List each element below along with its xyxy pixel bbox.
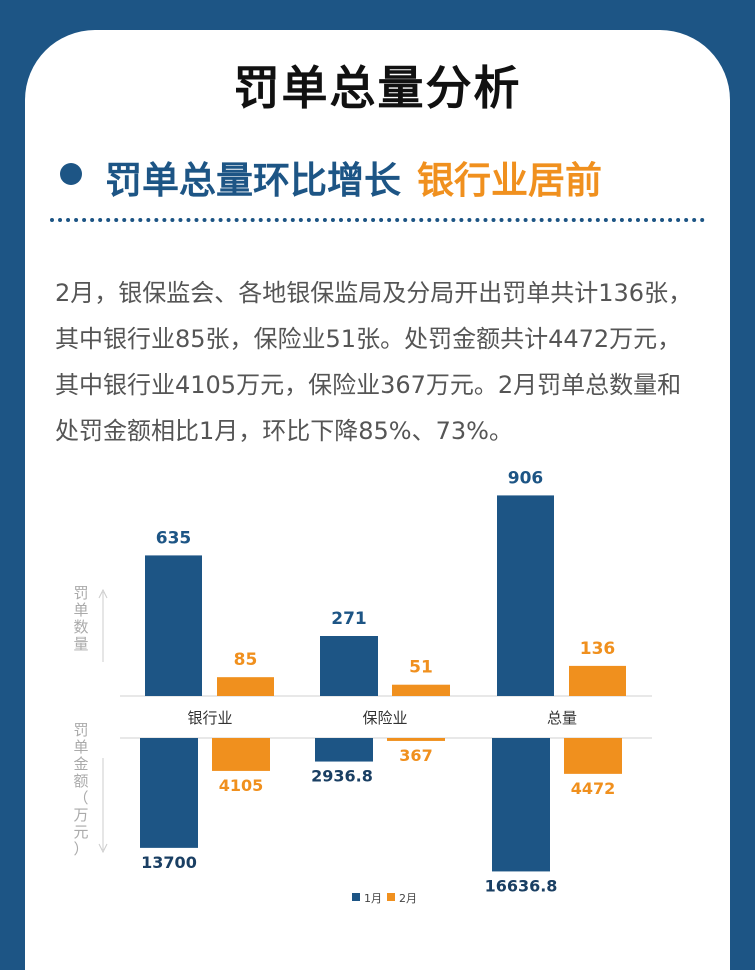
bar-count-1-2	[497, 495, 554, 696]
section-bullet	[60, 163, 82, 185]
section-title: 罚单总量环比增长 银行业居前	[105, 150, 602, 204]
bar-amount-2-1	[387, 738, 445, 741]
bar-amount-2-2	[564, 738, 622, 774]
section-title-main: 罚单总量环比增长	[105, 159, 401, 202]
upper-axis-arrow-head	[98, 588, 108, 599]
legend-label-1: 1月	[364, 892, 382, 905]
section-divider	[50, 218, 705, 222]
bar-count-2-0	[217, 677, 274, 696]
upper-axis-title: 罚单数量	[73, 584, 88, 653]
label-count-1-1: 271	[331, 609, 367, 629]
legend-swatch-2	[387, 893, 395, 901]
label-count-2-0: 85	[234, 650, 258, 670]
bar-amount-1-1	[315, 738, 373, 762]
bar-amount-1-0	[140, 738, 198, 848]
category-label-1: 保险业	[362, 709, 407, 727]
page-title: 罚单总量分析	[233, 61, 522, 115]
label-amount-2-0: 4105	[219, 776, 264, 795]
legend-label-2: 2月	[399, 892, 417, 905]
label-amount-1-2: 16636.8	[485, 876, 558, 895]
bar-count-1-0	[145, 555, 202, 696]
section-title-accent: 银行业居前	[417, 159, 602, 202]
label-amount-1-1: 2936.8	[311, 767, 373, 786]
label-count-2-2: 136	[580, 639, 616, 659]
fines-chart: 635 271 906 85 51 136 银行业 保险业 总量 13700 2936.8 16636…	[73, 468, 652, 905]
category-label-2: 总量	[547, 709, 577, 727]
bar-count-2-1	[392, 684, 450, 696]
label-amount-2-1: 367	[399, 746, 432, 765]
label-amount-1-0: 13700	[141, 853, 197, 872]
summary-paragraph: 2月，银保监会、各地银保监局及分局开出罚单共计136张，其中银行业85张，保险业…	[55, 279, 693, 445]
bar-count-1-1	[320, 636, 378, 696]
label-count-1-2: 906	[508, 468, 544, 488]
label-amount-2-2: 4472	[571, 779, 616, 798]
category-label-0: 银行业	[187, 709, 232, 727]
bar-count-2-2	[569, 665, 626, 696]
label-count-2-1: 51	[409, 658, 433, 678]
label-count-1-0: 635	[156, 528, 192, 548]
lower-axis-title: 罚单金额（万元）	[73, 721, 88, 858]
bar-amount-2-0	[212, 738, 270, 771]
bar-amount-1-2	[492, 738, 550, 872]
legend-swatch-1	[352, 893, 360, 901]
lower-axis-arrow-head	[98, 843, 108, 854]
